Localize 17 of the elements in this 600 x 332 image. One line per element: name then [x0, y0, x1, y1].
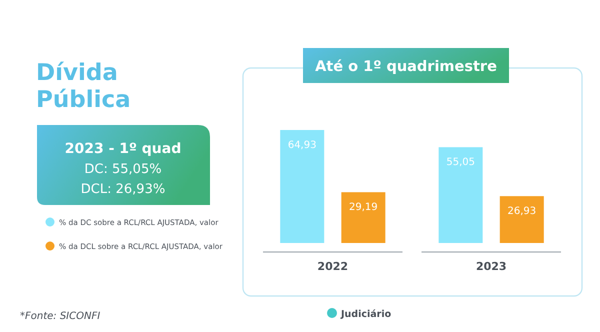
text: DC: 55,05% [84, 162, 162, 177]
data-label: 26,93 [508, 206, 536, 218]
chart-title: Dívida Pública [36, 60, 131, 113]
text: Judiciário [340, 309, 392, 320]
x-tick-label: 2022 [317, 260, 348, 273]
bar [280, 130, 324, 243]
data-label: 64,93 [288, 140, 316, 151]
text: DCL: 26,93% [80, 182, 166, 197]
text: *Fonte: SICONFI [20, 311, 100, 322]
x-tick-label: 2023 [476, 260, 507, 273]
bar [341, 192, 386, 243]
bar [438, 147, 483, 243]
data-label: 29,19 [349, 202, 378, 214]
text: 2023 - 1º quad [64, 141, 182, 157]
chart-subtitle: Até o 1º quadrimestre [315, 59, 498, 75]
bar [500, 196, 544, 243]
data-label: 55,05 [446, 157, 475, 168]
